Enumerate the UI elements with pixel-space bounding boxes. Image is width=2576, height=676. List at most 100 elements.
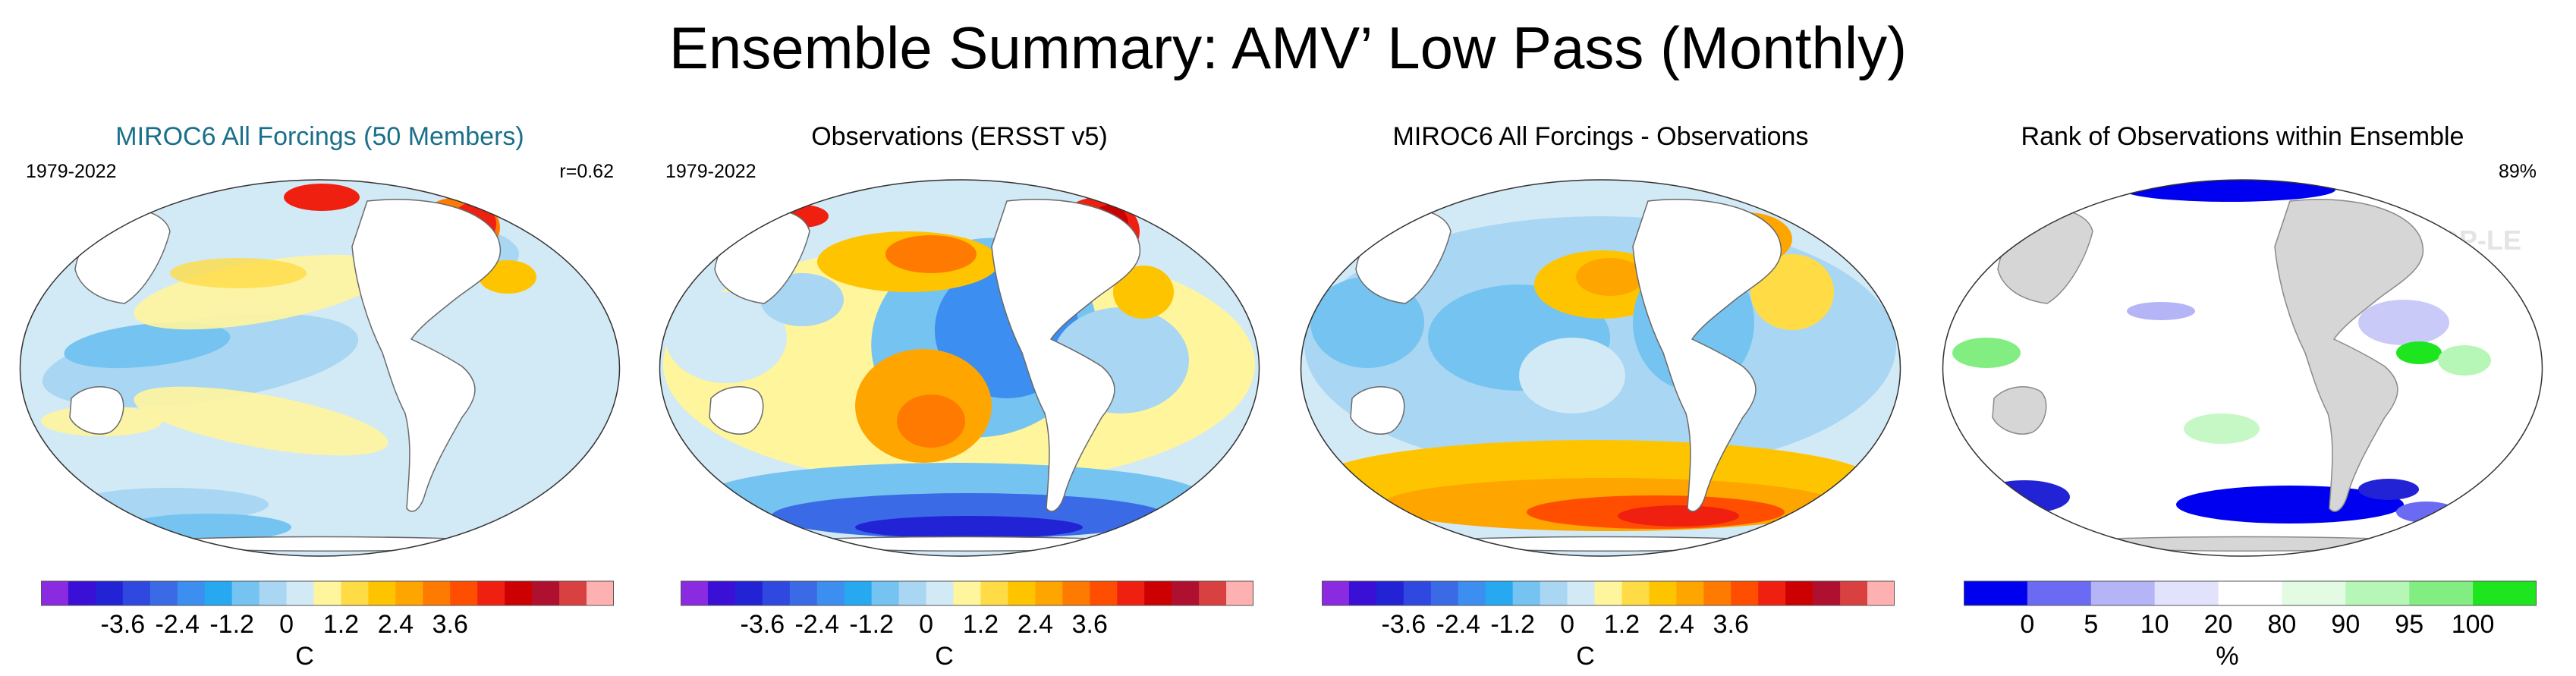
period-label: 1979-2022 <box>665 161 756 182</box>
field-contour <box>1952 338 2021 368</box>
colorbar-segment <box>286 581 315 605</box>
colorbar-segment <box>707 581 736 605</box>
figure-title: Ensemble Summary: AMV’ Low Pass (Monthly… <box>668 14 1908 81</box>
landmass-antarctica <box>2046 536 2450 552</box>
colorbar-segment <box>1376 581 1404 605</box>
colorbar-tick-label: 0 <box>279 610 294 639</box>
landmass-americas <box>991 199 1141 512</box>
colorbar-tick-label: 3.6 <box>1072 610 1108 639</box>
colorbar-segment <box>2027 581 2092 605</box>
colorbar-tick-label: 3.6 <box>432 610 468 639</box>
colorbar-segment <box>1964 581 2028 605</box>
colorbar-segment <box>1403 581 1432 605</box>
colorbar-tick-label: 0 <box>919 610 933 639</box>
panel-title: Observations (ERSST v5) <box>811 122 1108 151</box>
field-contour <box>1576 258 1644 296</box>
colorbar-segment <box>95 581 124 605</box>
colorbar-segment <box>1512 581 1541 605</box>
colorbar-segment <box>1731 581 1759 605</box>
colorbar-segment <box>953 581 982 605</box>
field-contour <box>1750 254 1834 330</box>
landmass-australia <box>1350 386 1405 435</box>
colorbar-segment <box>450 581 478 605</box>
colorbar-segment <box>1567 581 1596 605</box>
colorbar-segment <box>1322 581 1350 605</box>
colorbar-tick-label: 2.4 <box>378 610 414 639</box>
colorbar-segment <box>1676 581 1704 605</box>
colorbar-segment <box>1348 581 1377 605</box>
colorbar-segment <box>231 581 260 605</box>
colorbar-tick-label: -2.4 <box>794 610 839 639</box>
colorbar-segment <box>41 581 69 605</box>
landmass-australia <box>709 386 764 435</box>
colorbar-tick-label: -2.4 <box>155 610 200 639</box>
colorbar-tick-label: 2.4 <box>1659 610 1694 639</box>
colorbar-segment <box>1867 581 1895 605</box>
colorbar: 0 5 10 20 80 90 95 100% <box>1964 580 2537 671</box>
colorbar-tick-label: 1.2 <box>1604 610 1640 639</box>
colorbar-segment <box>559 581 587 605</box>
landmass-americas <box>2274 199 2424 512</box>
landmass-australia <box>1992 386 2047 435</box>
panel-title: Rank of Observations within Ensemble <box>2021 122 2464 151</box>
field-contour <box>134 386 388 456</box>
panel-title: MIROC6 All Forcings (50 Members) <box>115 122 524 151</box>
colorbar-segment <box>1840 581 1868 605</box>
colorbar-tick-label: 5 <box>2084 610 2098 639</box>
colorbar-outline <box>1964 580 2537 606</box>
colorbar-segment <box>2345 581 2410 605</box>
colorbar-segment <box>926 581 955 605</box>
colorbar-segment <box>1144 581 1172 605</box>
colorbar-segment <box>816 581 845 605</box>
colorbar-tick-label: 0 <box>1560 610 1574 639</box>
panel-observations: Observations (ERSST v5) 1979-2022 -3.6 -2… <box>650 114 1269 676</box>
colorbar-tick-label: 3.6 <box>1713 610 1749 639</box>
colorbar-segment <box>423 581 451 605</box>
colorbar-outline <box>681 580 1253 606</box>
colorbar-segment <box>1758 581 1786 605</box>
colorbar-segment <box>2154 581 2219 605</box>
colorbar-segment <box>1035 581 1063 605</box>
field-contour <box>897 395 965 448</box>
colorbar-units-label: C <box>295 642 314 671</box>
colorbar-segment <box>368 581 396 605</box>
colorbar-segment <box>1621 581 1650 605</box>
colorbar-segment <box>2282 581 2346 605</box>
colorbar-segment <box>789 581 818 605</box>
field-contour <box>64 322 231 369</box>
field-contour <box>2396 341 2442 364</box>
colorbar-segment <box>980 581 1009 605</box>
field-contour <box>665 292 787 383</box>
field-contour <box>2123 180 2335 202</box>
colorbar-segment <box>1117 581 1145 605</box>
colorbar-segment <box>1485 581 1514 605</box>
colorbar-segment <box>1008 581 1036 605</box>
pattern-correlation-label: r=0.62 <box>559 161 614 182</box>
colorbar-segment <box>341 581 370 605</box>
colorbar-outline <box>1322 580 1895 606</box>
colorbar-segment <box>259 581 288 605</box>
world-map <box>19 179 621 557</box>
field-contour <box>134 254 388 330</box>
world-map <box>1300 179 1901 557</box>
panel-difference: MIROC6 All Forcings - Observations -3.6-… <box>1291 114 1910 676</box>
colorbar-segment <box>122 581 151 605</box>
colorbar-segment <box>532 581 560 605</box>
colorbar-tick-label: -3.6 <box>741 610 785 639</box>
field-contour <box>1113 266 1174 319</box>
colorbar-tick-label: 0 <box>2020 610 2034 639</box>
colorbar-tick-label: -1.2 <box>1490 610 1535 639</box>
colorbar-tick-label: -2.4 <box>1436 610 1480 639</box>
colorbar-segment <box>2090 581 2156 605</box>
colorbar-tick-label: 2.4 <box>1018 610 1053 639</box>
field-contour <box>2184 413 2260 444</box>
world-map <box>659 179 1260 557</box>
colorbar-segment <box>395 581 423 605</box>
colorbar-segment <box>1813 581 1841 605</box>
colorbar-tick-label: -3.6 <box>101 610 146 639</box>
world-map <box>1942 179 2543 557</box>
colorbar-segment <box>1226 581 1253 605</box>
colorbar-segment <box>762 581 791 605</box>
panel-title: MIROC6 All Forcings - Observations <box>1392 122 1809 151</box>
landmass-australia <box>69 386 124 435</box>
